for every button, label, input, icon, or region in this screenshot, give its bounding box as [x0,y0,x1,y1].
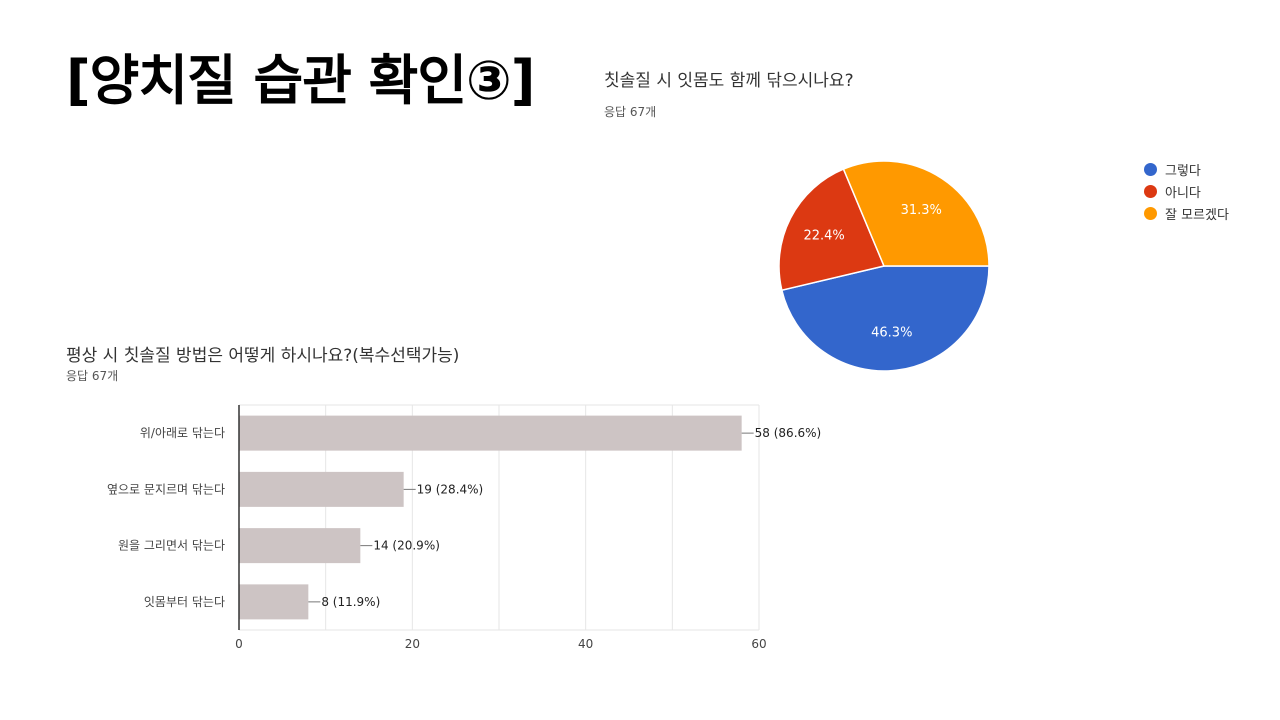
data-label: 14 (20.9%) [373,539,440,553]
data-label: 58 (86.6%) [755,426,822,440]
legend-label: 잘 모르겠다 [1165,207,1229,223]
legend-swatch [1144,206,1157,220]
category-label: 원을 그리면서 닦는다 [118,539,225,553]
data-label: 19 (28.4%) [417,482,484,496]
legend-item: 잘 모르겠다 [1144,202,1229,224]
bar-response-count: 응답 67개 [66,369,119,383]
category-label: 위/아래로 닦는다 [140,426,225,440]
bar [239,471,404,507]
category-label: 잇몸부터 닦는다 [144,595,225,609]
pie-slice-1 [780,265,990,372]
legend-item: 아니다 [1144,180,1229,202]
pie-chart-title: 칫솔질 시 잇몸도 함께 닦으시나요? [604,71,854,91]
legend-swatch [1144,162,1157,176]
x-tick-label: 40 [578,637,593,651]
pie-slice-label: 46.3% [871,326,912,341]
pie-slice-label: 31.3% [901,203,942,218]
bar [239,415,742,451]
category-label: 옆으로 문지르며 닦는다 [107,482,225,496]
pie-response-count: 응답 67개 [604,105,657,119]
legend-label: 그렇다 [1165,163,1201,179]
slide-title: [양치질 습관 확인③] [66,49,535,112]
pie-slice-2 [778,168,886,292]
legend-item: 그렇다 [1144,158,1229,180]
bar [239,528,361,564]
pie-slice-3 [842,160,990,267]
x-tick-label: 20 [405,637,420,651]
pie-slice-label: 22.4% [803,228,844,243]
bar [239,584,309,620]
legend-label: 아니다 [1165,185,1201,201]
legend-swatch [1144,184,1157,198]
x-tick-label: 0 [235,637,243,651]
x-tick-label: 60 [751,637,766,651]
data-label: 8 (11.9%) [321,595,380,609]
bar-chart-title: 평상 시 칫솔질 방법은 어떻게 하시나요?(복수선택가능) [66,346,460,366]
